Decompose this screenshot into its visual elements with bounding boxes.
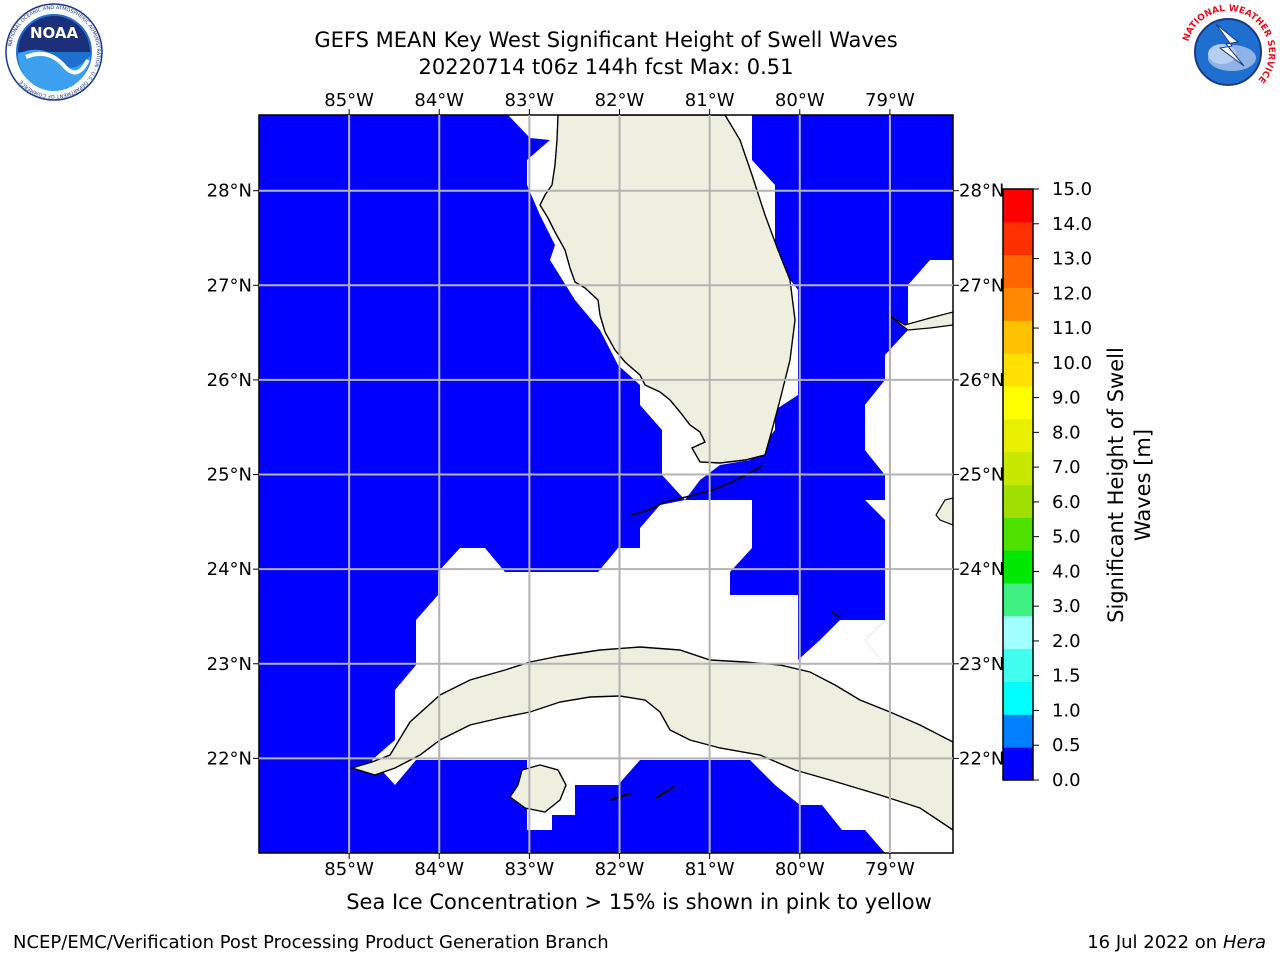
nws-logo-icon: NATIONAL WEATHER SERVICE	[1180, 4, 1276, 100]
lon-tick-label-bottom: 83°W	[505, 859, 555, 880]
footer-date: 16 Jul 2022 on Hera	[1087, 932, 1266, 953]
lon-tick-label-top: 80°W	[775, 90, 825, 111]
colorbar-segment	[1003, 550, 1033, 584]
colorbar: 15.0 14.0 13.0 12.0 11.0 10.0 9.0 8.0 7.0 6.0 5.0 4…	[1002, 179, 1092, 791]
lon-tick-label-bottom: 84°W	[414, 859, 464, 880]
lon-tick-label-bottom: 82°W	[595, 859, 645, 880]
colorbar-segment	[1003, 747, 1033, 781]
lon-tick-label-bottom: 85°W	[324, 859, 374, 880]
lat-tick-label-right: 25°N	[959, 465, 1004, 486]
lon-tick-label-bottom: 80°W	[775, 859, 825, 880]
colorbar-tick-label: 2.0	[1052, 631, 1081, 652]
colorbar-label-line1: Significant Height of Swell	[1104, 347, 1128, 623]
coast-cays-south	[609, 785, 676, 801]
land-bahamas	[887, 311, 953, 331]
lon-tick-label-top: 83°W	[505, 90, 555, 111]
gridlines	[253, 109, 959, 859]
colorbar-label-line2: Waves [m]	[1131, 429, 1155, 541]
lat-tick-label-right: 23°N	[959, 654, 1004, 675]
lon-tick-label-top: 81°W	[685, 90, 735, 111]
colorbar-tick-label: 1.0	[1052, 700, 1081, 721]
colorbar-segment	[1003, 714, 1033, 748]
colorbar-segment	[1003, 353, 1033, 387]
colorbar-tick-label: 8.0	[1052, 422, 1081, 443]
colorbar-tick-label: 14.0	[1052, 214, 1092, 235]
noaa-logo-icon: NOAA NATIONAL OCEANIC AND ATMOSPHERIC AD…	[5, 3, 103, 101]
colorbar-segment	[1003, 418, 1033, 453]
lat-tick-label-left: 28°N	[207, 181, 252, 202]
lon-tick-label-top: 85°W	[324, 90, 374, 111]
chart-subtitle: 20220714 t06z 144h fcst Max: 0.51	[418, 55, 794, 79]
lat-tick-label-left: 23°N	[207, 654, 252, 675]
lon-tick-label-bottom: 79°W	[865, 859, 915, 880]
lon-tick-label-bottom: 81°W	[685, 859, 735, 880]
lat-tick-label-left: 22°N	[207, 748, 252, 769]
footer-date-text: 16 Jul 2022 on	[1087, 932, 1223, 953]
coast-cay	[831, 611, 841, 619]
lat-tick-label-left: 25°N	[207, 465, 252, 486]
land-andros	[935, 497, 953, 526]
lon-tick-label-top: 82°W	[595, 90, 645, 111]
colorbar-segment	[1003, 254, 1033, 288]
colorbar-tick-label: 13.0	[1052, 249, 1092, 270]
colorbar-tick-label: 11.0	[1052, 318, 1092, 339]
colorbar-segment	[1003, 484, 1033, 518]
map-frame	[258, 114, 954, 854]
lat-tick-label-left: 27°N	[207, 275, 252, 296]
colorbar-segment	[1003, 681, 1033, 715]
lat-tick-label-right: 27°N	[959, 275, 1004, 296]
colorbar-tick-label: 4.0	[1052, 561, 1081, 582]
colorbar-segment	[1003, 221, 1033, 256]
colorbar-tick-label: 7.0	[1052, 457, 1081, 478]
map-area	[259, 115, 953, 853]
lat-tick-label-right: 26°N	[959, 370, 1004, 391]
colorbar-tick-label: 3.0	[1052, 596, 1081, 617]
colorbar-segment	[1003, 517, 1033, 551]
colorbar-segment	[1003, 648, 1033, 682]
colorbar-segment	[1003, 583, 1033, 617]
axis-labels: 85°W 85°W 84°W 84°W 83°W 83°W 82°W 82°W 81°W 81°W…	[207, 90, 1005, 880]
colorbar-tick-label: 15.0	[1052, 179, 1092, 200]
lat-tick-label-right: 28°N	[959, 181, 1004, 202]
colorbar-segment	[1003, 320, 1033, 354]
colorbar-tick-label: 9.0	[1052, 388, 1081, 409]
colorbar-tick-label: 12.0	[1052, 283, 1092, 304]
colorbar-segment	[1003, 615, 1033, 650]
land-isla-juventud	[509, 764, 567, 813]
colorbar-segment	[1003, 287, 1033, 321]
footer-credit: NCEP/EMC/Verification Post Processing Pr…	[13, 932, 609, 953]
noaa-logo-text: NOAA	[30, 24, 79, 42]
colorbar-tick-label: 0.0	[1052, 770, 1081, 791]
colorbar-tick-label: 6.0	[1052, 492, 1081, 513]
colorbar-tick-label: 1.5	[1052, 666, 1081, 687]
chart-title: GEFS MEAN Key West Significant Height of…	[314, 28, 898, 52]
lat-tick-label-right: 24°N	[959, 559, 1004, 580]
lat-tick-label-left: 26°N	[207, 370, 252, 391]
colorbar-segment	[1003, 189, 1033, 223]
colorbar-frame	[1002, 188, 1034, 781]
colorbar-segment	[1003, 386, 1033, 420]
colorbar-tick-label: 0.5	[1052, 735, 1081, 756]
lat-tick-label-left: 24°N	[207, 559, 252, 580]
lon-tick-label-top: 79°W	[865, 90, 915, 111]
footer-host: Hera	[1222, 932, 1266, 953]
colorbar-tick-label: 5.0	[1052, 527, 1081, 548]
lon-tick-label-top: 84°W	[414, 90, 464, 111]
colorbar-tick-label: 10.0	[1052, 353, 1092, 374]
land-florida	[539, 115, 796, 464]
lat-tick-label-right: 22°N	[959, 748, 1004, 769]
colorbar-segment	[1003, 451, 1033, 485]
sea-ice-note: Sea Ice Concentration > 15% is shown in …	[346, 890, 932, 914]
